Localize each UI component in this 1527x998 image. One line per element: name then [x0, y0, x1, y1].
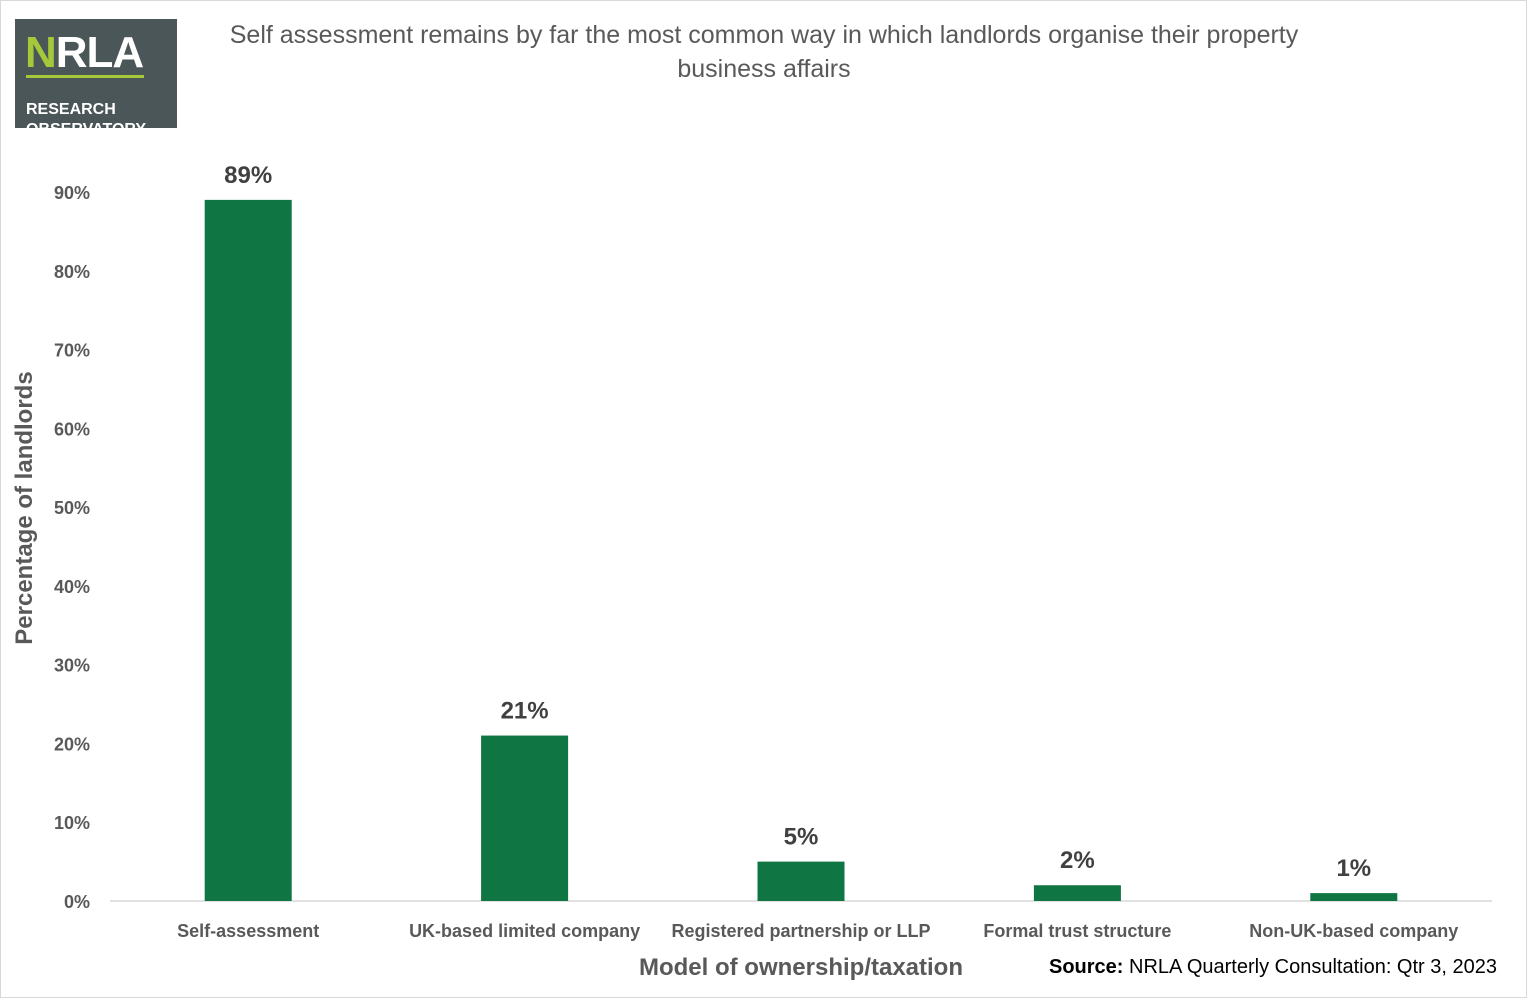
y-tick-label: 70% [54, 341, 90, 361]
bar [481, 735, 569, 901]
y-tick-label: 0% [64, 892, 90, 912]
x-tick-label: UK-based limited company [409, 921, 640, 941]
y-tick-label: 40% [54, 577, 90, 597]
logo-wordmark: NRLA [25, 28, 144, 77]
logo-underline [26, 75, 144, 78]
nrla-logo: NRLA RESEARCH OBSERVATORY [15, 19, 177, 138]
x-tick-label: Non-UK-based company [1249, 921, 1458, 941]
data-label: 89% [224, 162, 272, 189]
y-tick-label: 90% [54, 183, 90, 203]
data-label: 1% [1336, 855, 1371, 882]
y-tick-label: 10% [54, 813, 90, 833]
source-text: NRLA Quarterly Consultation: Qtr 3, 2023 [1129, 956, 1497, 978]
y-tick-label: 50% [54, 498, 90, 518]
source-note: Source: NRLA Quarterly Consultation: Qtr… [1049, 956, 1497, 979]
bar [1310, 893, 1398, 901]
data-label: 21% [501, 698, 549, 725]
bar [1033, 885, 1121, 901]
bar [757, 861, 845, 901]
x-tick-label: Formal trust structure [983, 921, 1171, 941]
logo-line-research: RESEARCH [26, 101, 116, 118]
y-tick-label: 20% [54, 734, 90, 754]
logo-line-observatory: OBSERVATORY [26, 121, 147, 138]
data-label: 2% [1060, 847, 1095, 874]
x-tick-label: Self-assessment [177, 921, 319, 941]
y-tick-label: 60% [54, 419, 90, 439]
y-tick-label: 30% [54, 656, 90, 676]
data-label: 5% [784, 824, 819, 851]
y-axis-title: Percentage of landlords [11, 371, 38, 644]
x-axis-title: Model of ownership/taxation [639, 954, 963, 981]
chart-title: Self assessment remains by far the most … [229, 21, 1299, 83]
y-tick-label: 80% [54, 262, 90, 282]
source-label: Source: [1049, 956, 1124, 978]
x-tick-label: Registered partnership or LLP [671, 921, 930, 941]
bar [204, 199, 292, 901]
